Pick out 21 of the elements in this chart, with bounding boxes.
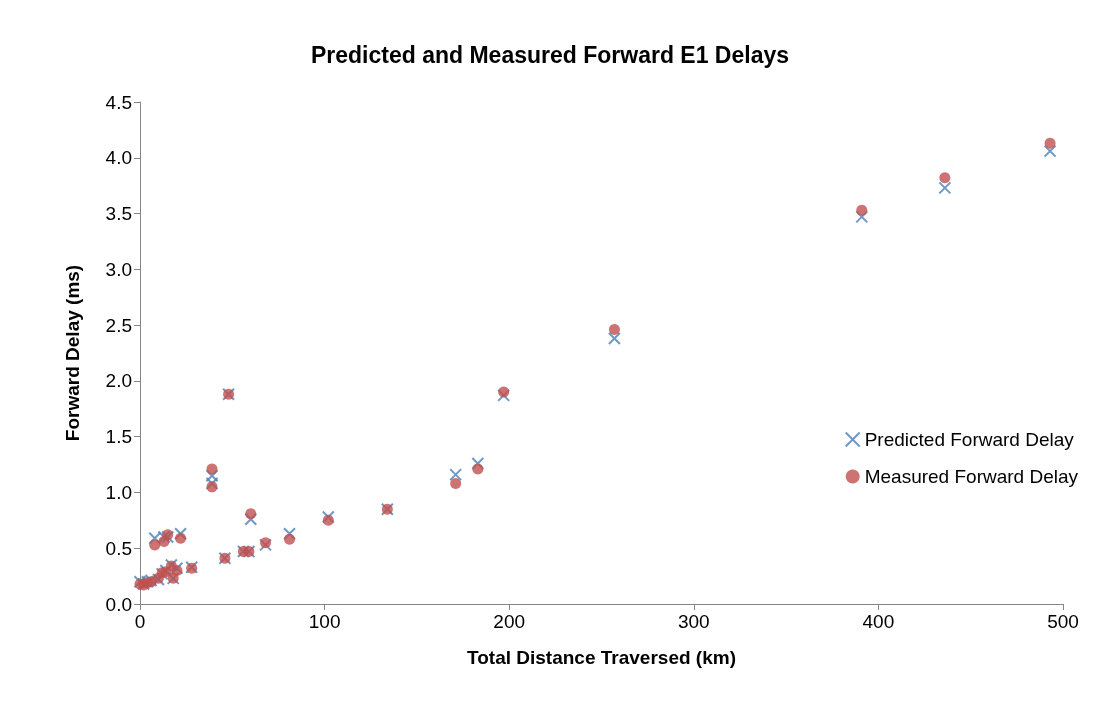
- legend-label: Measured Forward Delay: [864, 466, 1079, 487]
- x-tick-label: 300: [677, 611, 710, 632]
- y-tick-label: 3.0: [105, 258, 132, 280]
- y-tick-label: 3.5: [105, 203, 132, 225]
- x-tick-label: 0: [134, 611, 146, 632]
- x-tick-label: 400: [862, 611, 895, 632]
- y-tick-label: 0.5: [105, 537, 132, 559]
- y-tick-label: 1.5: [105, 426, 132, 448]
- y-tick-label: 4.5: [105, 91, 132, 113]
- y-tick-label: 2.0: [105, 370, 132, 392]
- chart-title: Predicted and Measured Forward E1 Delays: [310, 41, 790, 68]
- y-tick-label: 1.0: [105, 481, 132, 503]
- x-tick-label: 500: [1047, 611, 1079, 632]
- y-tick-label: 2.5: [105, 314, 132, 336]
- x-tick-label: 200: [493, 611, 526, 632]
- x-tick-label: 100: [308, 611, 341, 632]
- x-axis-title: Total Distance Traversed (km): [467, 647, 736, 668]
- y-axis-title: Forward Delay (ms): [62, 264, 83, 442]
- legend-label: Predicted Forward Delay: [864, 429, 1075, 450]
- y-tick-label: 0.0: [105, 593, 132, 615]
- y-tick-label: 4.0: [105, 147, 132, 169]
